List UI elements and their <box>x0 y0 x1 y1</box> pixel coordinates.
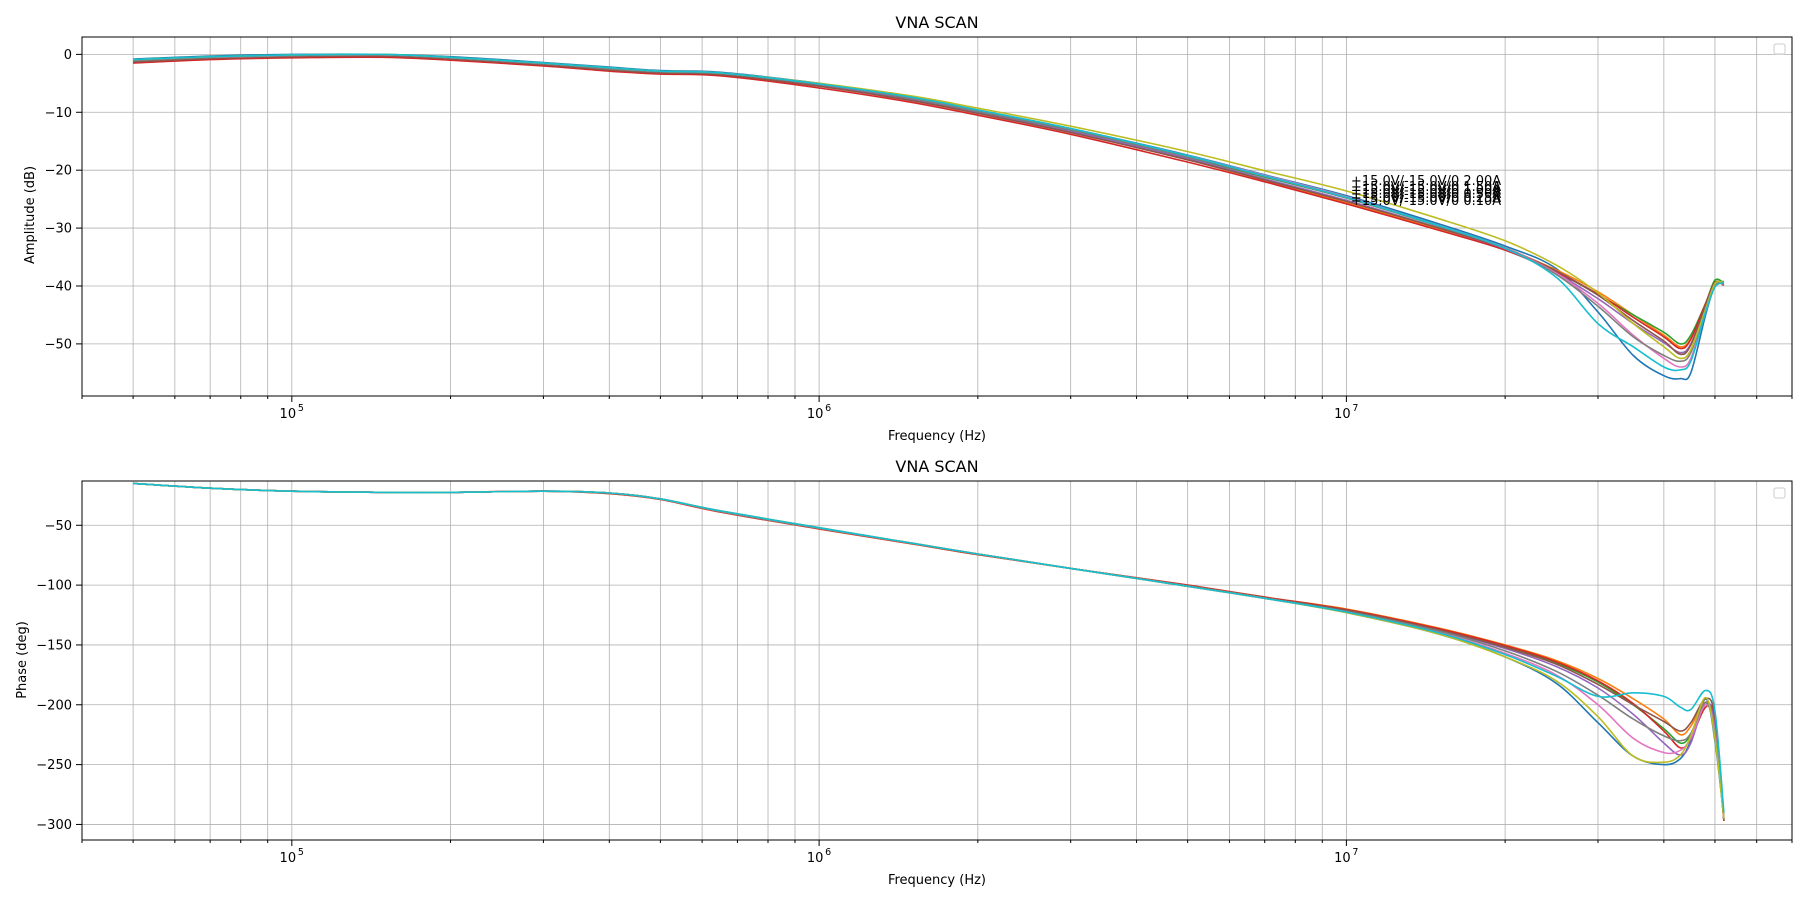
amplitude-annotation: +15.0V/-15.0V/0 0.25A <box>1351 191 1501 206</box>
phase-x-tick-exponent: 6 <box>825 847 831 858</box>
phase-y-tick-label: −100 <box>36 579 72 594</box>
amplitude-y-tick-label: −10 <box>45 106 72 121</box>
amplitude-x-tick-label: 10 <box>807 407 824 422</box>
phase-y-tick-label: −50 <box>45 519 72 534</box>
phase-y-axis-label: Phase (deg) <box>15 621 30 699</box>
phase-y-tick-label: −250 <box>36 758 72 773</box>
amplitude-series-line-6 <box>133 55 1725 356</box>
amplitude-y-tick-label: −50 <box>45 337 72 352</box>
amplitude-y-tick-label: −20 <box>45 164 72 179</box>
amplitude-series-line-4 <box>133 56 1725 350</box>
amplitude-x-axis-label: Frequency (Hz) <box>888 429 986 444</box>
phase-x-tick-label: 10 <box>807 851 824 866</box>
phase-x-tick-label: 10 <box>1334 851 1351 866</box>
phase-legend-box <box>1773 487 1786 499</box>
phase-x-tick-label: 10 <box>280 851 297 866</box>
phase-x-axis-label: Frequency (Hz) <box>888 873 986 888</box>
phase-axes-frame <box>81 480 1793 841</box>
amplitude-annotation: +15.0V/-15.0V/0 1.50A <box>1351 180 1501 195</box>
amplitude-annotation: +15.0V/-15.0V/0 1.00A <box>1351 183 1501 198</box>
phase-series-line-10 <box>133 482 1725 813</box>
phase-y-tick-label: −300 <box>36 818 72 833</box>
phase-x-tick-exponent: 7 <box>1352 847 1358 858</box>
amplitude-x-tick-exponent: 5 <box>298 403 304 414</box>
amplitude-annotation: +15.0V/-15.0V/0 2.00A <box>1351 174 1501 189</box>
phase-x-tick-exponent: 5 <box>298 847 304 858</box>
amplitude-y-tick-label: 0 <box>64 48 72 63</box>
amplitude-series-group <box>133 53 1725 381</box>
amplitude-x-tick-exponent: 6 <box>825 403 831 414</box>
phase-chart-title: VNA SCAN <box>895 457 978 476</box>
amplitude-y-tick-label: −40 <box>45 279 72 294</box>
amplitude-x-tick-label: 10 <box>1334 407 1351 422</box>
amplitude-y-tick-label: −30 <box>45 222 72 237</box>
amplitude-x-tick-label: 10 <box>280 407 297 422</box>
amplitude-chart-title: VNA SCAN <box>895 13 978 32</box>
amplitude-annotation: +15.0V/-15.0V/0 0.50A <box>1351 187 1501 202</box>
amplitude-axes-frame <box>81 36 1793 397</box>
amplitude-x-tick-exponent: 7 <box>1352 403 1358 414</box>
amplitude-annotation: +15.0V/-15.0V/0 0.10A <box>1351 194 1501 209</box>
phase-series-group <box>133 482 1725 821</box>
amplitude-legend-box <box>1773 43 1786 55</box>
amplitude-y-axis-label: Amplitude (dB) <box>23 166 38 264</box>
phase-y-tick-label: −200 <box>36 698 72 713</box>
amplitude-series-line-10 <box>133 53 1725 372</box>
phase-y-tick-label: −150 <box>36 638 72 653</box>
